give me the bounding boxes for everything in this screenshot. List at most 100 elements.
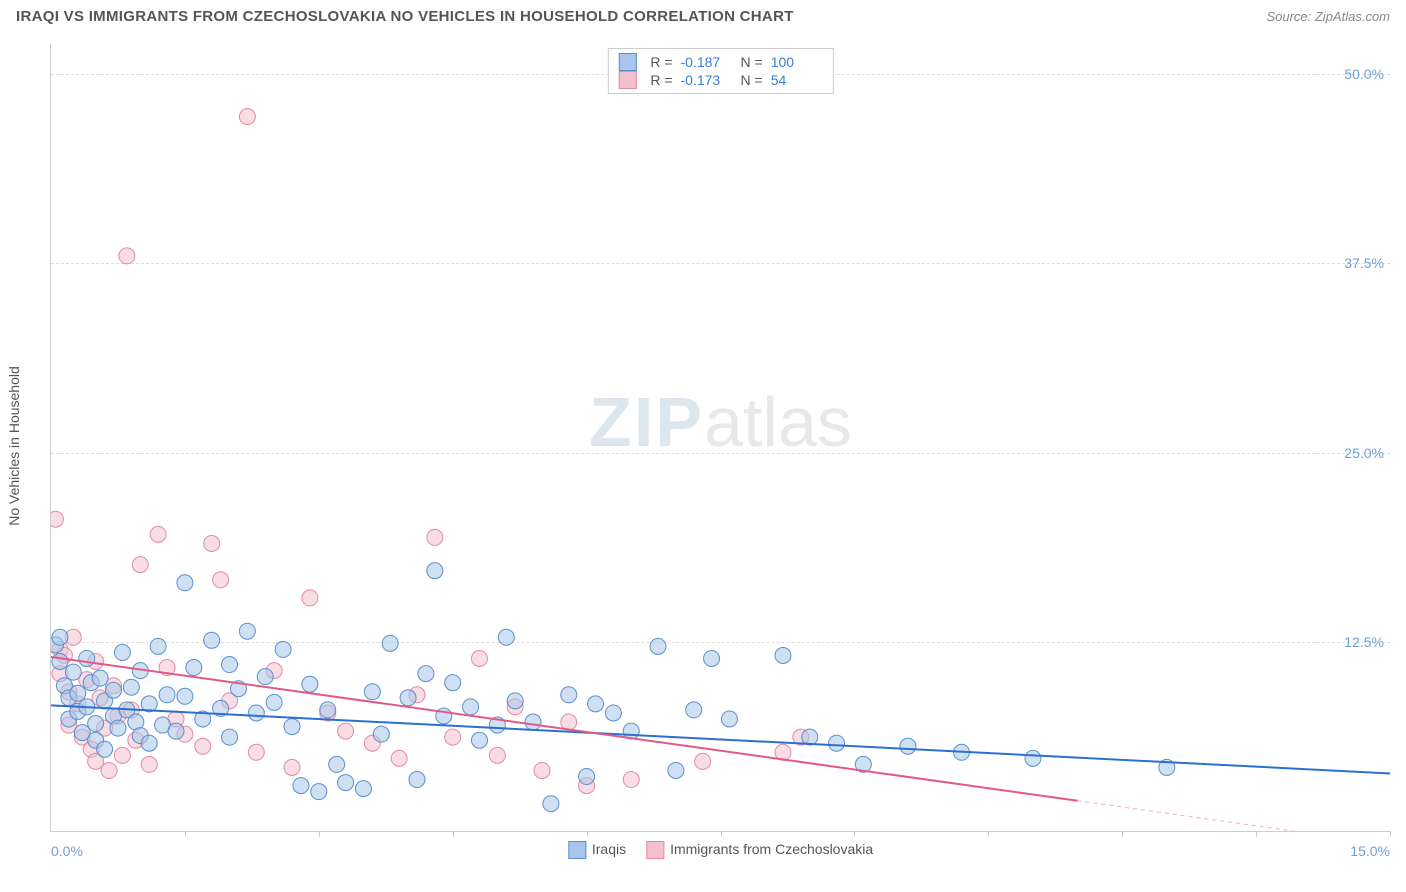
stat-n-value-1: 54 — [771, 72, 823, 88]
scatter-point — [409, 772, 425, 788]
scatter-point — [213, 572, 229, 588]
chart-source: Source: ZipAtlas.com — [1266, 9, 1390, 24]
x-axis-max-label: 15.0% — [1350, 843, 1390, 859]
scatter-point — [900, 738, 916, 754]
scatter-point — [114, 747, 130, 763]
scatter-point — [101, 762, 117, 778]
scatter-point — [186, 660, 202, 676]
scatter-point — [561, 687, 577, 703]
chart-title: IRAQI VS IMMIGRANTS FROM CZECHOSLOVAKIA … — [16, 8, 794, 25]
scatter-point — [114, 644, 130, 660]
scatter-point — [418, 666, 434, 682]
scatter-point — [266, 694, 282, 710]
stat-n-label-1: N = — [741, 72, 763, 88]
scatter-point — [507, 693, 523, 709]
scatter-point — [302, 590, 318, 606]
scatter-point — [373, 726, 389, 742]
scatter-point — [284, 759, 300, 775]
scatter-point — [204, 535, 220, 551]
y-axis-label: No Vehicles in Household — [6, 366, 22, 526]
scatter-point — [623, 772, 639, 788]
x-tick-mark — [319, 831, 320, 837]
trend-line — [51, 705, 1390, 773]
scatter-point — [320, 702, 336, 718]
trend-line-extrapolated — [1078, 801, 1390, 831]
x-tick-mark — [1122, 831, 1123, 837]
x-tick-mark — [854, 831, 855, 837]
scatter-point — [338, 775, 354, 791]
scatter-point — [302, 676, 318, 692]
scatter-point — [391, 750, 407, 766]
scatter-point — [704, 650, 720, 666]
scatter-point — [239, 109, 255, 125]
stat-row-series-0: R = -0.187 N = 100 — [618, 53, 822, 71]
stat-swatch-1 — [618, 71, 636, 89]
scatter-point — [498, 629, 514, 645]
scatter-point — [311, 784, 327, 800]
scatter-point — [150, 526, 166, 542]
scatter-point — [668, 762, 684, 778]
scatter-point — [177, 688, 193, 704]
x-tick-mark — [1256, 831, 1257, 837]
scatter-point — [52, 629, 68, 645]
scatter-point — [695, 753, 711, 769]
scatter-point — [382, 635, 398, 651]
scatter-point — [275, 641, 291, 657]
legend-item-1: Immigrants from Czechoslovakia — [646, 841, 873, 859]
scatter-point — [52, 653, 68, 669]
scatter-point — [119, 248, 135, 264]
scatter-point — [88, 716, 104, 732]
scatter-point — [400, 690, 416, 706]
x-axis-min-label: 0.0% — [51, 843, 83, 859]
legend-swatch-1 — [646, 841, 664, 859]
scatter-point — [561, 714, 577, 730]
scatter-point — [650, 638, 666, 654]
scatter-point — [579, 769, 595, 785]
x-tick-mark — [453, 831, 454, 837]
scatter-point — [105, 682, 121, 698]
scatter-point — [543, 796, 559, 812]
chart-area: ZIPatlas R = -0.187 N = 100 R = -0.173 N… — [50, 44, 1390, 832]
stat-r-label-1: R = — [650, 72, 672, 88]
scatter-point — [293, 778, 309, 794]
scatter-point — [605, 705, 621, 721]
scatter-point — [248, 744, 264, 760]
legend-item-0: Iraqis — [568, 841, 626, 859]
x-tick-mark — [1390, 831, 1391, 837]
scatter-point — [150, 638, 166, 654]
stat-n-label-0: N = — [741, 54, 763, 70]
scatter-point — [427, 529, 443, 545]
scatter-point — [168, 723, 184, 739]
scatter-point — [284, 719, 300, 735]
scatter-plot-svg — [51, 44, 1390, 831]
scatter-point — [355, 781, 371, 797]
stat-r-value-0: -0.187 — [681, 54, 733, 70]
scatter-point — [239, 623, 255, 639]
stat-r-label-0: R = — [650, 54, 672, 70]
scatter-point — [525, 714, 541, 730]
scatter-point — [141, 756, 157, 772]
scatter-point — [257, 669, 273, 685]
scatter-point — [92, 670, 108, 686]
x-tick-mark — [988, 831, 989, 837]
scatter-point — [471, 732, 487, 748]
scatter-point — [686, 702, 702, 718]
scatter-point — [222, 729, 238, 745]
scatter-point — [463, 699, 479, 715]
scatter-point — [471, 650, 487, 666]
chart-header: IRAQI VS IMMIGRANTS FROM CZECHOSLOVAKIA … — [0, 0, 1406, 29]
scatter-point — [123, 679, 139, 695]
scatter-point — [445, 729, 461, 745]
x-tick-mark — [185, 831, 186, 837]
scatter-point — [79, 650, 95, 666]
scatter-point — [110, 720, 126, 736]
scatter-point — [195, 738, 211, 754]
stat-row-series-1: R = -0.173 N = 54 — [618, 71, 822, 89]
x-tick-mark — [587, 831, 588, 837]
scatter-point — [829, 735, 845, 751]
scatter-point — [159, 687, 175, 703]
scatter-point — [329, 756, 345, 772]
scatter-point — [427, 563, 443, 579]
scatter-point — [204, 632, 220, 648]
legend-label-0: Iraqis — [592, 841, 626, 857]
